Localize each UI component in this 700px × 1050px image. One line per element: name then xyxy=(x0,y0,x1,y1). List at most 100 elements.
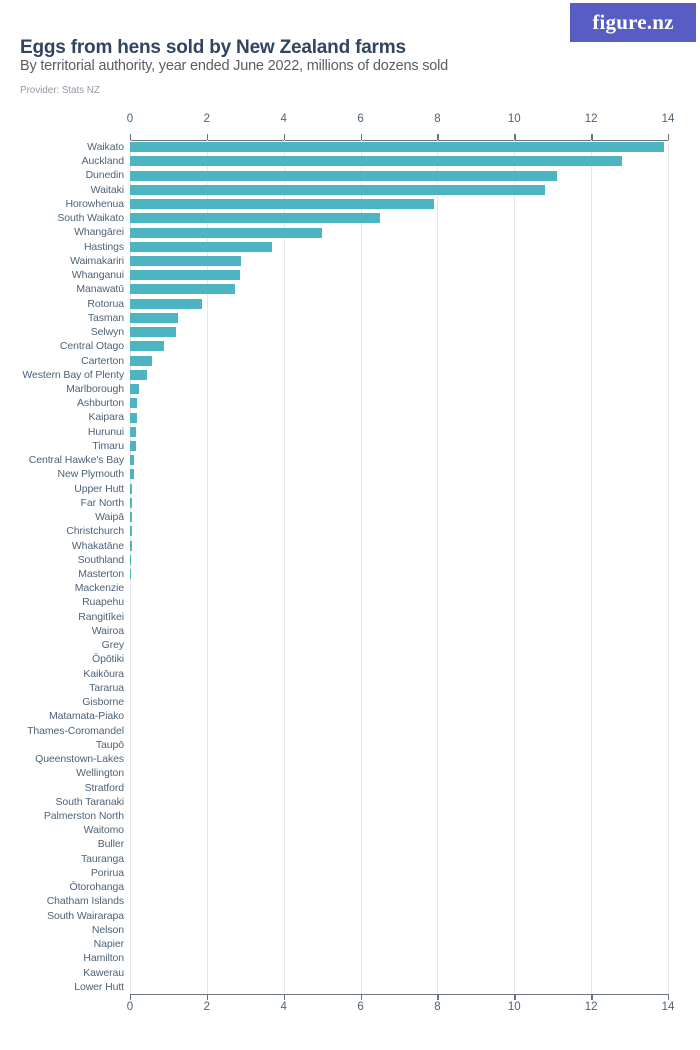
bar-carterton[interactable] xyxy=(130,355,152,366)
bar-central-otago[interactable] xyxy=(130,341,164,352)
axis-tick-label-6: 6 xyxy=(357,1001,364,1013)
category-label-lower-hutt: Lower Hutt xyxy=(74,980,124,993)
bar-western-bay-of-plenty[interactable] xyxy=(130,369,148,380)
bar-waitaki[interactable] xyxy=(130,184,546,195)
axis-tick-label-6: 6 xyxy=(357,113,364,125)
category-label-horowhenua: Horowhenua xyxy=(65,197,124,210)
bar-far-north[interactable] xyxy=(130,497,132,508)
category-label-ashburton: Ashburton xyxy=(77,397,124,410)
gridline-x-4 xyxy=(283,140,285,994)
axis-tick-label-14: 14 xyxy=(661,113,675,125)
category-label-stratford: Stratford xyxy=(84,781,124,794)
category-label-porirua: Porirua xyxy=(90,866,124,879)
axis-tick-bottom-4 xyxy=(283,994,286,1000)
bar-kaipara[interactable] xyxy=(130,412,137,423)
gridline-x-8 xyxy=(437,140,439,994)
bar-whakatane[interactable] xyxy=(130,540,132,551)
figurenz-logo[interactable]: figure.nz xyxy=(570,3,696,42)
axis-tick-label-12: 12 xyxy=(584,113,598,125)
bar-whangarei[interactable] xyxy=(130,227,323,238)
bar-masterton[interactable] xyxy=(130,569,131,580)
bar-selwyn[interactable] xyxy=(130,327,177,338)
bar-manawatu[interactable] xyxy=(130,284,235,295)
bar-waimakariri[interactable] xyxy=(130,255,242,266)
category-label-whangarei: Whangārei xyxy=(74,226,124,239)
axis-tick-label-2: 2 xyxy=(203,113,211,125)
bar-hurunui[interactable] xyxy=(130,426,137,437)
category-label-southland: Southland xyxy=(77,553,125,566)
bar-christchurch[interactable] xyxy=(130,526,132,537)
category-label-napier: Napier xyxy=(93,938,124,951)
axis-tick-label-4: 4 xyxy=(280,1001,287,1013)
bar-timaru[interactable] xyxy=(130,441,136,452)
category-label-dunedin: Dunedin xyxy=(85,169,125,182)
axis-tick-top-2 xyxy=(206,134,209,140)
axis-tick-label-14: 14 xyxy=(661,1001,675,1013)
category-label-tasman: Tasman xyxy=(87,311,124,324)
category-label-ruapehu: Ruapehu xyxy=(82,596,124,609)
category-label-mackenzie: Mackenzie xyxy=(74,582,124,595)
axis-tick-label-10: 10 xyxy=(507,113,521,125)
category-label-wairoa: Wairoa xyxy=(91,624,124,637)
category-label-thames-coromandel: Thames-Coromandel xyxy=(27,724,124,737)
gridline-x-12 xyxy=(591,140,593,994)
bar-central-hawkes-bay[interactable] xyxy=(130,455,135,466)
category-label-hurunui: Hurunui xyxy=(87,425,124,438)
category-label-central-otago: Central Otago xyxy=(59,340,124,353)
category-label-tauranga: Tauranga xyxy=(81,852,124,865)
figurenz-logo-text: figure.nz xyxy=(592,10,674,34)
chart-subtitle: By territorial authority, year ended Jun… xyxy=(20,58,449,74)
bar-southland[interactable] xyxy=(130,554,131,565)
category-label-south-taranaki: South Taranaki xyxy=(55,795,125,808)
category-label-otorohanga: Ōtorohanga xyxy=(69,881,125,894)
bar-horowhenua[interactable] xyxy=(130,199,434,210)
x-axis-line-bottom xyxy=(130,994,669,995)
category-label-christchurch: Christchurch xyxy=(66,525,124,538)
bar-waipa[interactable] xyxy=(130,512,132,523)
bar-whanganui[interactable] xyxy=(130,270,241,281)
bar-ashburton[interactable] xyxy=(130,398,138,409)
category-label-hamilton: Hamilton xyxy=(83,952,124,965)
provider-credit: Provider: Stats NZ xyxy=(20,85,100,96)
gridline-x-10 xyxy=(514,140,516,994)
bar-rotorua[interactable] xyxy=(130,298,202,309)
axis-tick-bottom-12 xyxy=(591,994,593,1000)
category-label-carterton: Carterton xyxy=(81,354,124,367)
bar-upper-hutt[interactable] xyxy=(130,483,133,494)
axis-tick-label-0: 0 xyxy=(126,113,134,125)
axis-tick-bottom-0 xyxy=(130,994,132,1000)
bar-tasman[interactable] xyxy=(130,312,178,323)
category-label-whakatane: Whakatāne xyxy=(71,539,124,552)
category-label-kaikoura: Kaikōura xyxy=(83,667,124,680)
category-label-buller: Buller xyxy=(97,838,124,851)
gridline-x-14 xyxy=(668,140,669,994)
category-label-kawerau: Kawerau xyxy=(83,966,124,979)
category-label-matamata-piako: Matamata-Piako xyxy=(48,710,124,723)
gridline-x-0 xyxy=(130,140,131,994)
category-label-far-north: Far North xyxy=(80,496,125,509)
axis-tick-top-0 xyxy=(130,134,132,140)
x-axis-labels-top: 0 2 4 6 8 10 12 14 xyxy=(126,113,675,127)
axis-tick-label-8: 8 xyxy=(434,1001,441,1013)
category-label-waikato: Waikato xyxy=(87,141,124,153)
bar-auckland[interactable] xyxy=(130,156,622,167)
bar-dunedin[interactable] xyxy=(130,170,557,181)
category-label-kaipara: Kaipara xyxy=(88,411,125,424)
bar-waikato[interactable] xyxy=(130,142,665,153)
axis-tick-label-4: 4 xyxy=(280,113,287,125)
category-label-waimakariri: Waimakariri xyxy=(70,254,124,267)
category-label-waitaki: Waitaki xyxy=(90,183,124,196)
axis-tick-bottom-2 xyxy=(206,994,209,1000)
bar-hastings[interactable] xyxy=(130,241,273,252)
bar-new-plymouth[interactable] xyxy=(130,469,135,480)
axis-tick-bottom-6 xyxy=(360,994,362,1000)
category-label-gisborne: Gisborne xyxy=(82,696,124,709)
axis-tick-top-14 xyxy=(668,134,670,140)
bar-south-waikato[interactable] xyxy=(130,213,380,224)
category-label-upper-hutt: Upper Hutt xyxy=(74,482,124,495)
plot-area xyxy=(130,140,669,994)
category-label-south-waikato: South Waikato xyxy=(57,212,124,225)
bar-marlborough[interactable] xyxy=(130,384,140,395)
category-label-taupo: Taupō xyxy=(95,738,124,751)
